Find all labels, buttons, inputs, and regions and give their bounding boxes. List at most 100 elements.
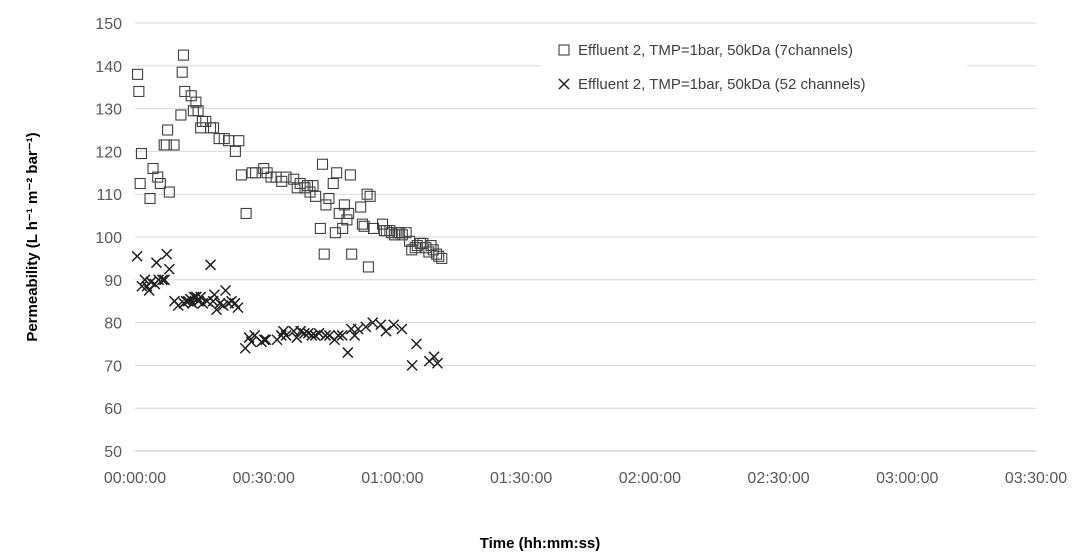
- data-point-x: [208, 289, 220, 301]
- data-point-x: [136, 280, 148, 292]
- y-tick-label: 60: [104, 401, 122, 418]
- data-point-square: [327, 177, 339, 190]
- data-point-x: [219, 284, 232, 297]
- data-point-x: [406, 359, 418, 371]
- data-point-square: [358, 220, 370, 232]
- data-point-square: [152, 171, 164, 183]
- series-52channels: [131, 248, 444, 371]
- data-point-x: [258, 334, 270, 346]
- data-point-square: [258, 162, 270, 175]
- data-point-x: [313, 327, 325, 339]
- data-point-square: [235, 169, 247, 181]
- data-point-square: [246, 167, 258, 179]
- legend-marker-square: [558, 44, 570, 56]
- data-point-square: [386, 227, 398, 239]
- data-point-x: [428, 351, 440, 363]
- data-point-square: [218, 133, 230, 145]
- data-point-x: [302, 327, 314, 339]
- data-point-x: [245, 336, 257, 348]
- y-tick-label: 90: [104, 273, 122, 290]
- data-point-x: [159, 274, 171, 286]
- data-point-square: [341, 214, 353, 226]
- data-point-square: [160, 139, 172, 151]
- data-point-square: [393, 227, 405, 239]
- data-point-square: [154, 177, 166, 190]
- x-tick-label: 03:00:00: [876, 470, 938, 487]
- data-point-square: [233, 135, 245, 147]
- y-tick-label: 130: [95, 102, 122, 119]
- data-point-x: [156, 274, 168, 286]
- data-point-x: [139, 274, 151, 286]
- data-point-x: [431, 357, 444, 369]
- y-tick-label: 120: [95, 144, 122, 161]
- y-axis-title: Permeability (L h⁻¹ m⁻² bar⁻¹): [24, 132, 41, 341]
- legend-label-7channels: Effluent 2, TMP=1bar, 50kDa (7channels): [578, 42, 853, 59]
- data-point-square: [288, 173, 300, 185]
- data-point-x: [186, 297, 199, 309]
- data-point-x: [332, 329, 344, 341]
- data-point-square: [168, 139, 180, 151]
- data-point-x: [336, 329, 348, 341]
- data-point-square: [280, 171, 292, 183]
- data-point-square: [176, 66, 188, 78]
- data-point-square: [132, 68, 144, 80]
- data-point-square: [320, 199, 332, 211]
- data-point-x: [380, 325, 392, 337]
- data-point-square: [329, 227, 341, 239]
- data-point-x: [306, 329, 318, 341]
- data-point-x: [360, 321, 372, 333]
- data-point-square: [158, 139, 170, 151]
- x-tick-label: 03:30:00: [1005, 470, 1067, 487]
- data-point-square: [144, 192, 156, 205]
- data-point-x: [204, 259, 217, 271]
- x-tick-label: 01:00:00: [361, 470, 423, 487]
- data-point-x: [367, 317, 379, 329]
- y-tick-label: 110: [96, 187, 122, 204]
- data-point-square: [192, 105, 204, 117]
- legend: Effluent 2, TMP=1bar, 50kDa (7channels) …: [541, 30, 967, 100]
- data-point-square: [301, 180, 314, 192]
- x-tick-label: 00:30:00: [233, 470, 295, 487]
- y-tick-label: 100: [95, 230, 122, 247]
- data-point-square: [134, 177, 146, 190]
- y-tick-label: 50: [104, 444, 122, 461]
- legend-label-52channels: Effluent 2, TMP=1bar, 50kDa (52 channels…: [578, 76, 866, 93]
- data-point-square: [250, 167, 262, 179]
- data-point-x: [396, 323, 408, 335]
- data-point-square: [396, 229, 408, 241]
- data-point-square: [377, 218, 389, 230]
- data-point-x: [410, 338, 422, 350]
- data-point-x: [388, 319, 400, 331]
- data-point-square: [207, 122, 220, 134]
- data-point-x: [161, 248, 173, 260]
- data-point-square: [425, 240, 437, 252]
- data-point-square: [276, 175, 288, 187]
- x-tick-label: 02:30:00: [747, 470, 809, 487]
- data-point-square: [163, 186, 175, 198]
- data-point-x: [195, 291, 207, 303]
- data-point-x: [232, 302, 244, 314]
- data-point-square: [179, 85, 191, 98]
- data-point-square: [368, 222, 380, 234]
- data-point-square: [323, 192, 335, 205]
- data-point-square: [356, 218, 368, 230]
- data-point-square: [261, 167, 273, 179]
- data-point-x: [342, 347, 354, 359]
- legend-box: [541, 30, 967, 100]
- data-point-square: [177, 49, 190, 61]
- data-point-square: [314, 222, 326, 234]
- data-point-square: [436, 252, 448, 264]
- data-point-square: [343, 207, 355, 220]
- data-point-square: [346, 248, 358, 260]
- data-point-square: [135, 147, 147, 160]
- data-point-square: [362, 261, 374, 273]
- data-point-x: [260, 334, 272, 346]
- x-tick-label: 01:30:00: [490, 470, 552, 487]
- data-point-x: [150, 257, 162, 269]
- y-tick-label: 140: [95, 59, 122, 76]
- series-7channels: [132, 49, 448, 273]
- data-point-square: [316, 158, 329, 170]
- data-point-x: [131, 250, 143, 262]
- data-point-square: [411, 240, 423, 252]
